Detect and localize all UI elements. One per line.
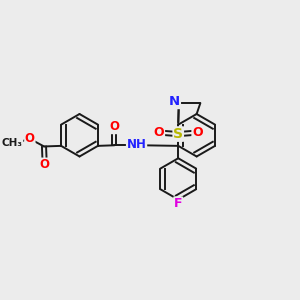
Text: O: O — [154, 126, 164, 139]
Text: CH₃: CH₃ — [2, 138, 23, 148]
Text: O: O — [25, 132, 35, 145]
Text: O: O — [192, 126, 203, 139]
Text: F: F — [174, 197, 182, 210]
Text: N: N — [169, 95, 180, 108]
Text: O: O — [40, 158, 50, 171]
Text: S: S — [173, 127, 183, 141]
Text: O: O — [110, 121, 119, 134]
Text: NH: NH — [127, 138, 146, 151]
